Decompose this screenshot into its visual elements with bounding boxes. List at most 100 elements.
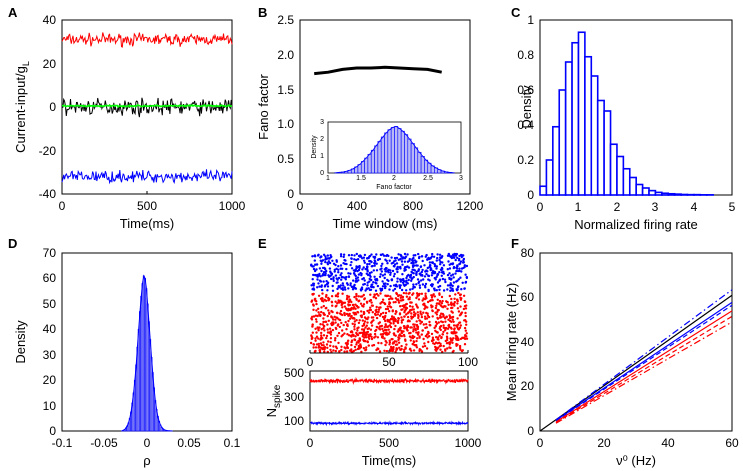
raster-spike-red — [374, 335, 377, 338]
raster-spike-red — [459, 313, 463, 316]
panel-label-b: B — [258, 5, 267, 20]
raster-spike-blue — [439, 268, 443, 271]
raster-spike-blue — [458, 267, 461, 270]
raster-spike-blue — [448, 272, 451, 275]
raster-spike-red — [356, 347, 360, 351]
raster-spike-blue — [416, 278, 420, 281]
raster-spike-blue — [438, 288, 441, 291]
raster-spike-red — [436, 308, 439, 312]
raster-spike-blue — [375, 282, 378, 285]
raster-spike-red — [341, 306, 344, 309]
panel-c-hist-bar — [584, 55, 593, 196]
raster-spike-blue — [456, 256, 459, 260]
panel-e-xlabel: Time(ms) — [362, 453, 416, 468]
raster-spike-blue — [368, 271, 371, 275]
raster-spike-blue — [449, 255, 452, 258]
raster-spike-red — [343, 346, 346, 349]
raster-spike-blue — [451, 256, 454, 259]
inset-hist-bar — [404, 134, 409, 174]
raster-spike-red — [406, 312, 409, 315]
raster-spike-blue — [351, 288, 355, 291]
panel-label-a: A — [8, 5, 18, 20]
raster-spike-blue — [420, 255, 424, 258]
panel-a-ylabel: Current-input/gL — [13, 61, 31, 153]
raster-spike-red — [458, 293, 462, 297]
raster-spike-red — [350, 350, 353, 353]
panel-c-hist-bar — [680, 193, 689, 196]
raster-spike-red — [434, 329, 437, 332]
panel-e-bottom-frame — [309, 370, 469, 432]
raster-spike-red — [447, 341, 450, 344]
raster-spike-red — [456, 337, 460, 340]
raster-spike-blue — [335, 281, 338, 284]
raster-spike-blue — [456, 279, 459, 282]
raster-spike-red — [373, 332, 377, 336]
raster-spike-blue — [430, 274, 434, 277]
raster-spike-red — [457, 310, 461, 313]
raster-spike-red — [402, 291, 406, 295]
panel-d-ytick: 30 — [43, 348, 57, 362]
raster-spike-blue — [343, 262, 347, 266]
panel-b-ytick: 0 — [287, 187, 294, 201]
raster-spike-red — [377, 308, 381, 311]
raster-spike-blue — [427, 278, 430, 281]
raster-spike-blue — [418, 255, 421, 259]
raster-spike-red — [332, 345, 335, 348]
raster-spike-red — [375, 292, 379, 296]
raster-spike-red — [389, 318, 393, 321]
raster-spike-blue — [379, 253, 383, 256]
raster-spike-red — [390, 315, 394, 318]
raster-spike-red — [415, 339, 418, 343]
panel-label-d: D — [8, 236, 17, 251]
raster-spike-red — [400, 344, 403, 348]
raster-spike-red — [349, 307, 352, 311]
raster-spike-blue — [316, 286, 319, 289]
raster-spike-blue — [369, 288, 373, 291]
raster-spike-blue — [313, 259, 316, 262]
raster-spike-blue — [345, 282, 349, 285]
raster-spike-red — [402, 325, 406, 328]
raster-spike-red — [428, 320, 431, 324]
raster-spike-red — [430, 332, 434, 336]
raster-spike-red — [315, 320, 318, 323]
raster-spike-red — [430, 339, 434, 343]
raster-spike-red — [425, 317, 429, 320]
raster-spike-red — [314, 349, 317, 353]
raster-spike-red — [392, 322, 395, 325]
raster-spike-blue — [357, 279, 360, 282]
raster-spike-red — [412, 311, 416, 314]
raster-spike-red — [465, 332, 468, 335]
raster-spike-red — [408, 297, 411, 301]
raster-spike-red — [355, 331, 358, 335]
raster-spike-red — [452, 337, 455, 340]
panel-b-ytick: 1.5 — [277, 83, 294, 97]
raster-spike-red — [439, 348, 442, 351]
panel-d-ytick: 10 — [43, 399, 57, 413]
raster-spike-red — [392, 316, 396, 319]
inset-xtick: 1 — [326, 175, 330, 182]
raster-spike-red — [392, 319, 395, 322]
raster-spike-red — [440, 336, 443, 340]
panel-b-fano-line — [314, 65, 442, 76]
raster-spike-red — [347, 334, 351, 337]
raster-spike-blue — [368, 254, 372, 258]
panel-b: 0 400 800 1200 0 0.5 1.0 1.5 2.0 2.5 Tim… — [256, 13, 484, 231]
raster-spike-red — [447, 324, 450, 327]
raster-spike-blue — [383, 268, 386, 271]
raster-spike-red — [384, 319, 387, 323]
raster-spike-blue — [448, 267, 452, 270]
raster-spike-blue — [465, 276, 469, 280]
panel-a-ytick: -40 — [39, 187, 57, 201]
raster-spike-blue — [410, 279, 413, 282]
raster-spike-blue — [397, 258, 400, 261]
raster-spike-red — [375, 310, 378, 314]
raster-spike-red — [410, 336, 413, 339]
panel-a-ytick: 20 — [43, 57, 57, 71]
raster-spike-red — [366, 340, 369, 343]
raster-spike-blue — [368, 280, 371, 283]
raster-spike-red — [465, 323, 468, 326]
panel-d-xlabel: ρ — [143, 453, 150, 468]
raster-spike-blue — [322, 253, 326, 256]
raster-spike-red — [392, 332, 396, 335]
raster-spike-red — [416, 306, 419, 309]
